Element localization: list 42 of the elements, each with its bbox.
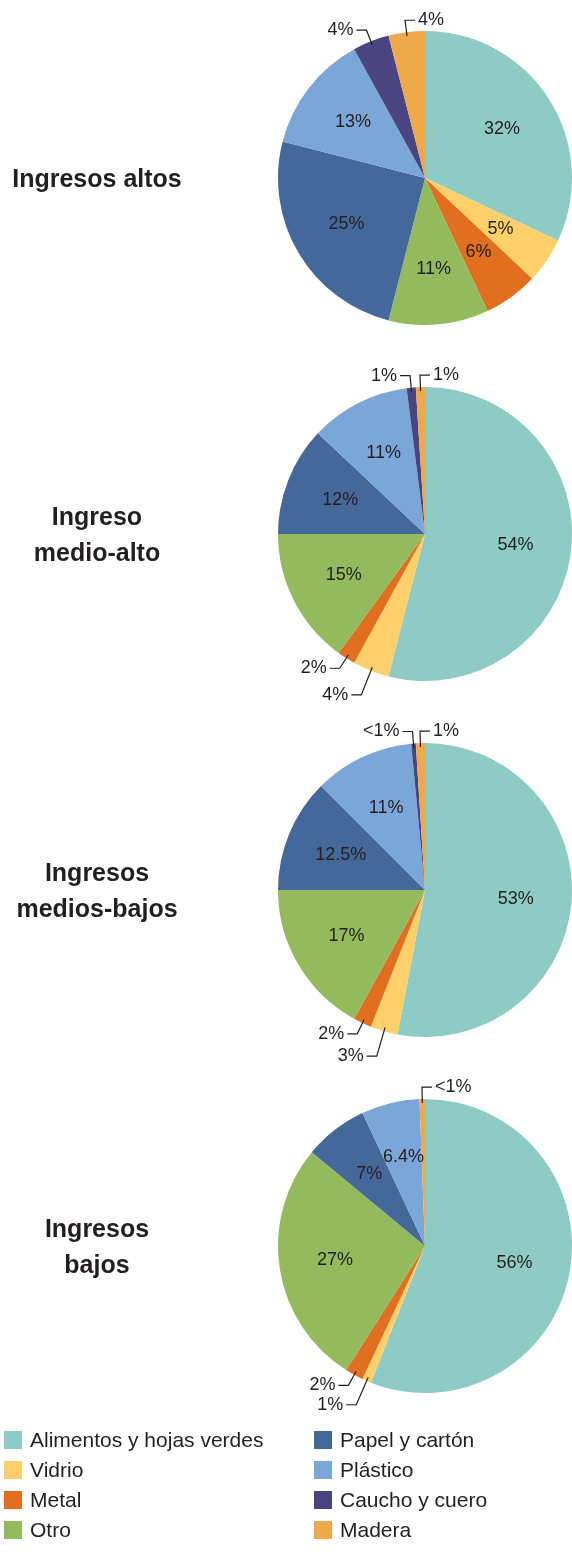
data-label: 1% — [317, 1393, 344, 1414]
data-label: 2% — [318, 1022, 345, 1043]
data-label: 7% — [356, 1162, 383, 1183]
legend-label: Plástico — [340, 1458, 414, 1482]
legend-label: Papel y cartón — [340, 1428, 475, 1452]
data-label: 2% — [300, 657, 327, 678]
legend-label: Vidrio — [30, 1458, 84, 1482]
text: Ingresos medios-bajos — [15, 856, 179, 924]
data-label: 3% — [337, 1045, 364, 1066]
data-label: <1% — [435, 1076, 472, 1096]
text: Ingresos altos — [12, 162, 182, 194]
data-label: 1% — [433, 364, 460, 385]
data-label: 25% — [328, 213, 365, 234]
data-label: 12.5% — [315, 844, 367, 865]
data-label: 32% — [483, 118, 520, 139]
data-label: 54% — [497, 534, 534, 555]
data-label: 11% — [368, 796, 404, 817]
data-label: 1% — [433, 720, 460, 741]
data-label: 4% — [418, 9, 445, 30]
data-label: 53% — [497, 887, 534, 908]
text: Ingresos bajos — [43, 1212, 151, 1280]
legend-label: Caucho y cuero — [340, 1488, 488, 1512]
data-label: 4% — [322, 683, 349, 704]
data-label: 27% — [316, 1249, 353, 1270]
data-label: 11% — [366, 441, 401, 462]
legend-label: Alimentos y hojas verdes — [30, 1428, 264, 1452]
data-label: 56% — [496, 1252, 533, 1273]
data-label: 1% — [371, 364, 398, 385]
data-label: 6% — [465, 240, 492, 261]
data-label: 5% — [487, 218, 514, 239]
data-label: 4% — [327, 19, 354, 40]
data-label: 17% — [328, 925, 365, 946]
data-label: 12% — [322, 489, 359, 510]
data-label: 15% — [325, 564, 362, 585]
data-label: 11% — [416, 257, 451, 278]
legend-label: Otro — [30, 1518, 71, 1542]
data-label: 13% — [334, 111, 371, 132]
text: Ingreso medio-alto — [32, 500, 162, 568]
legend-label: Madera — [340, 1518, 412, 1542]
data-label: <1% — [362, 720, 400, 741]
data-label: 2% — [309, 1374, 336, 1395]
legend-label: Metal — [30, 1488, 82, 1512]
